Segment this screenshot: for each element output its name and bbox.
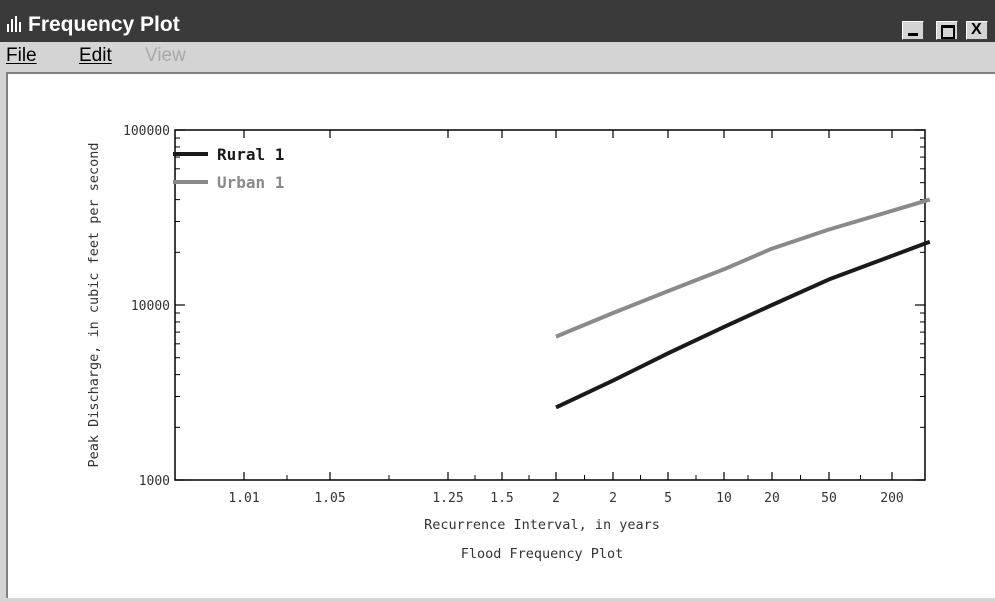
menu-file-label: File [6, 45, 37, 66]
frequency-chart: 1000 10000 100000 1.01 1.05 1.25 1.5 2 2 5 10 20 50… [86, 124, 931, 562]
x-tick-label: 1.05 [314, 491, 345, 506]
maximize-button[interactable] [936, 21, 958, 40]
x-tick-label: 10 [716, 491, 732, 506]
legend: Rural 1 Urban 1 [173, 145, 284, 192]
x-tick-label: 1.5 [490, 491, 513, 506]
minimize-button[interactable] [902, 21, 924, 40]
series-line-urban-1 [555, 197, 931, 339]
y-axis-label: Peak Discharge, in cubic feet per second [86, 142, 102, 467]
maximize-icon [941, 25, 955, 39]
x-tick-label: 1.25 [432, 491, 463, 506]
x-axis-label: Recurrence Interval, in years [424, 517, 660, 533]
window-title: Frequency Plot [28, 13, 180, 36]
bar-chart-icon [7, 16, 21, 32]
x-tick-label: 200 [880, 491, 903, 506]
menu-view-label: View [145, 45, 186, 66]
x-tick-label: 2 [609, 491, 617, 506]
y-tick-label: 10000 [131, 299, 170, 314]
menu-bar: File Edit View [0, 42, 995, 70]
plot-area: 1000 10000 100000 1.01 1.05 1.25 1.5 2 2 5 10 20 50… [6, 72, 995, 600]
menu-edit-label: Edit [79, 45, 112, 66]
close-button[interactable]: X [966, 21, 988, 40]
legend-label-urban-1: Urban 1 [217, 173, 284, 192]
menu-file[interactable]: File [6, 44, 37, 68]
x-tick-label: 1.01 [228, 491, 259, 506]
title-bar[interactable]: Frequency Plot X [0, 0, 995, 42]
window-bottom-edge [0, 598, 995, 602]
x-tick-label: 2 [552, 491, 560, 506]
x-tick-label: 50 [821, 491, 837, 506]
y-tick-label: 100000 [123, 124, 170, 139]
legend-label-rural-1: Rural 1 [217, 145, 284, 164]
y-tick-label: 1000 [139, 474, 170, 489]
plot-frame [174, 129, 926, 481]
minimize-icon [908, 33, 918, 36]
close-icon: X [971, 21, 982, 38]
series-line-rural-1 [555, 239, 931, 410]
x-tick-label: 20 [764, 491, 780, 506]
menu-view[interactable]: View [145, 44, 186, 68]
chart-title: Flood Frequency Plot [461, 546, 624, 562]
menu-edit[interactable]: Edit [79, 44, 112, 68]
x-tick-label: 5 [664, 491, 672, 506]
